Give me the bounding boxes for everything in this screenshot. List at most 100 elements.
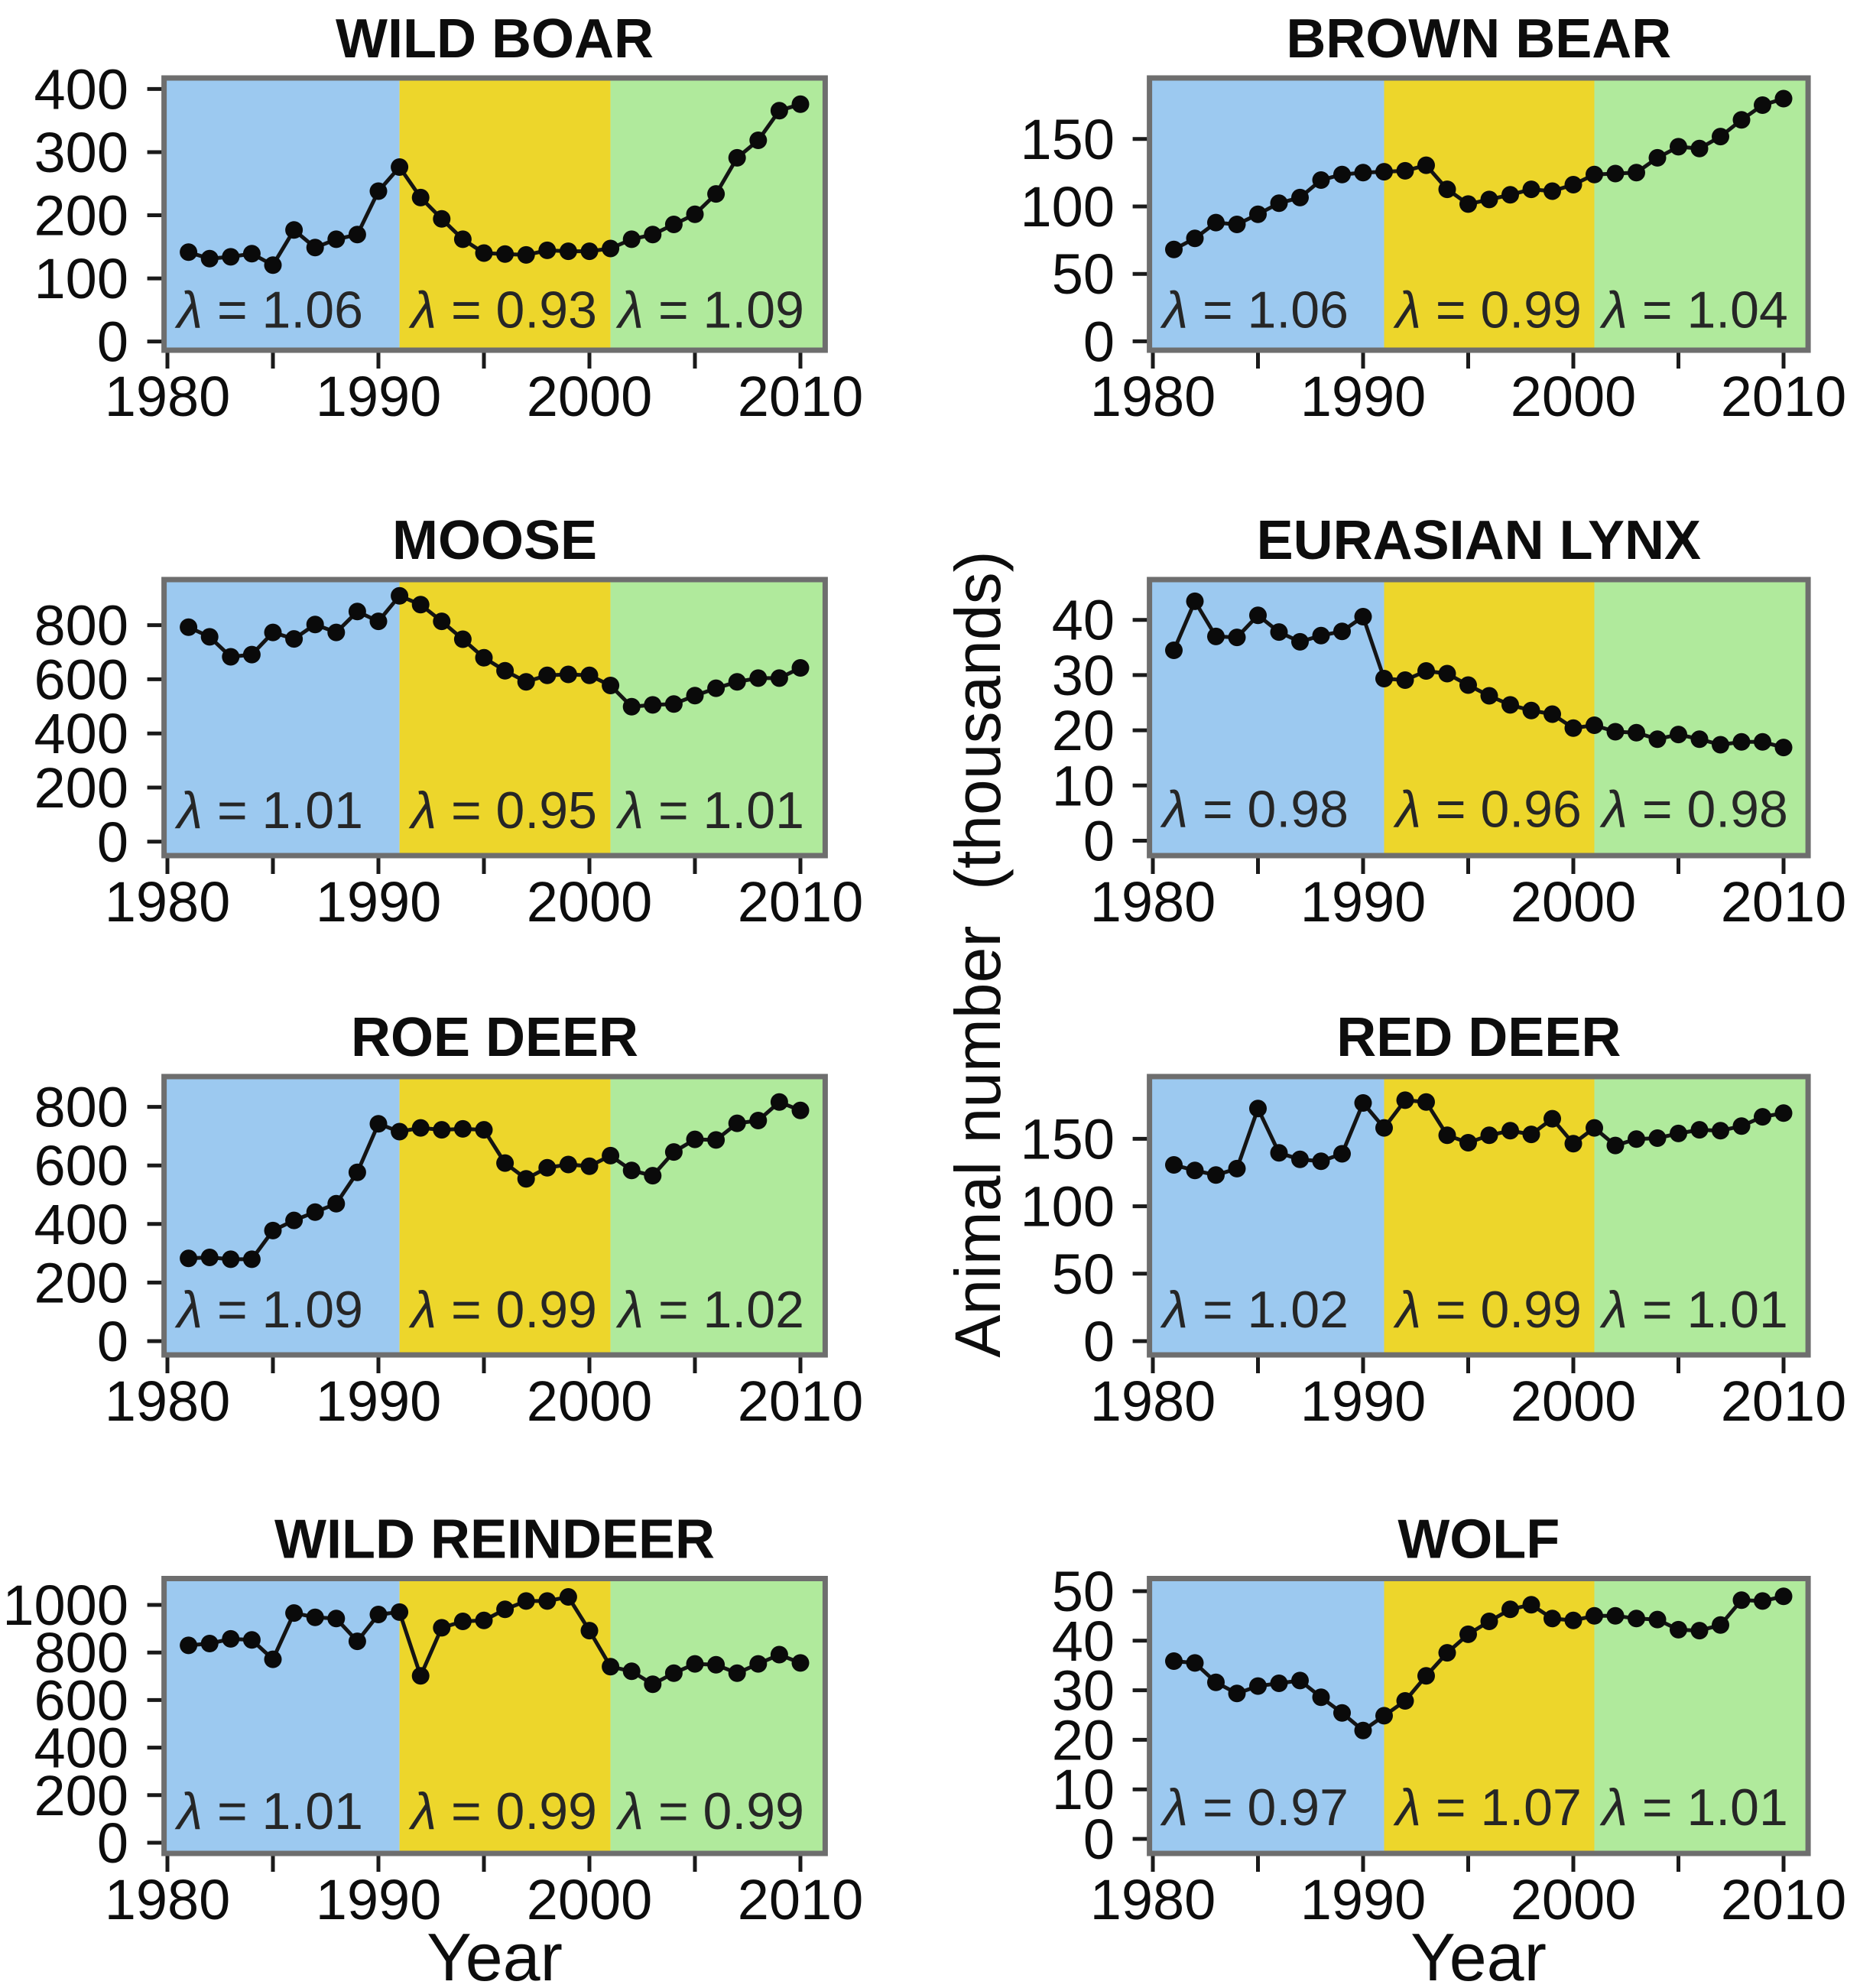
svg-text:1980: 1980	[1090, 365, 1216, 428]
svg-text:Animal number (thousands): Animal number (thousands)	[942, 551, 1014, 1357]
svg-text:1980: 1980	[105, 1868, 231, 1931]
svg-text:100: 100	[34, 247, 128, 310]
svg-text:Year: Year	[1410, 1919, 1547, 1988]
svg-text:λ = 0.98: λ = 0.98	[1160, 781, 1349, 839]
svg-text:1980: 1980	[1090, 870, 1216, 934]
svg-text:50: 50	[1052, 1560, 1115, 1623]
svg-text:1980: 1980	[105, 365, 231, 428]
svg-text:800: 800	[34, 1621, 128, 1684]
svg-text:ROE DEER: ROE DEER	[351, 1007, 638, 1068]
svg-text:λ = 0.99: λ = 0.99	[408, 1281, 597, 1339]
svg-text:2010: 2010	[738, 1369, 864, 1433]
svg-text:0: 0	[1083, 310, 1115, 373]
svg-text:0: 0	[97, 810, 128, 874]
svg-text:WOLF: WOLF	[1397, 1509, 1560, 1571]
svg-text:400: 400	[34, 702, 128, 765]
svg-text:λ = 0.93: λ = 0.93	[408, 281, 597, 339]
svg-text:0: 0	[1083, 1808, 1115, 1871]
svg-text:λ = 0.95: λ = 0.95	[408, 781, 597, 840]
svg-text:λ = 0.99: λ = 0.99	[408, 1782, 597, 1840]
svg-text:λ = 1.06: λ = 1.06	[174, 281, 363, 339]
svg-text:2000: 2000	[1511, 365, 1637, 428]
svg-text:λ = 1.01: λ = 1.01	[1599, 1778, 1788, 1837]
svg-text:400: 400	[34, 1717, 128, 1780]
svg-text:600: 600	[34, 1668, 128, 1732]
svg-text:200: 200	[34, 756, 128, 820]
svg-text:2000: 2000	[1511, 870, 1637, 934]
svg-text:0: 0	[97, 1811, 128, 1875]
svg-text:2010: 2010	[738, 365, 864, 428]
svg-text:λ = 1.04: λ = 1.04	[1599, 281, 1788, 339]
svg-text:1990: 1990	[1300, 1868, 1427, 1931]
svg-text:150: 150	[1021, 108, 1115, 171]
svg-text:20: 20	[1052, 1708, 1115, 1772]
svg-text:2010: 2010	[1721, 365, 1847, 428]
svg-text:λ = 1.02: λ = 1.02	[1160, 1281, 1349, 1339]
svg-text:1990: 1990	[1300, 1369, 1427, 1433]
svg-text:40: 40	[1052, 1610, 1115, 1673]
svg-text:30: 30	[1052, 644, 1115, 707]
svg-text:300: 300	[34, 121, 128, 184]
svg-text:0: 0	[97, 1310, 128, 1373]
svg-text:40: 40	[1052, 589, 1115, 652]
svg-text:λ = 1.01: λ = 1.01	[615, 781, 804, 840]
svg-text:1990: 1990	[1300, 365, 1427, 428]
svg-text:1990: 1990	[1300, 870, 1427, 934]
svg-text:RED DEER: RED DEER	[1336, 1007, 1621, 1068]
svg-text:1990: 1990	[316, 870, 442, 934]
svg-text:WILD REINDEER: WILD REINDEER	[274, 1509, 715, 1571]
svg-text:0: 0	[1083, 810, 1115, 873]
svg-text:400: 400	[34, 1193, 128, 1256]
svg-text:2000: 2000	[1511, 1369, 1637, 1433]
svg-text:50: 50	[1052, 1242, 1115, 1306]
svg-text:10: 10	[1052, 754, 1115, 817]
svg-text:150: 150	[1021, 1107, 1115, 1171]
svg-text:600: 600	[34, 648, 128, 711]
svg-text:1990: 1990	[316, 1369, 442, 1433]
svg-text:2010: 2010	[738, 870, 864, 934]
svg-text:λ = 1.01: λ = 1.01	[174, 781, 363, 840]
svg-text:200: 200	[34, 1251, 128, 1314]
svg-text:λ = 0.99: λ = 0.99	[1393, 1281, 1582, 1339]
svg-text:λ = 1.01: λ = 1.01	[174, 1782, 363, 1840]
svg-text:BROWN BEAR: BROWN BEAR	[1286, 8, 1671, 70]
svg-text:100: 100	[1021, 1175, 1115, 1239]
svg-text:WILD BOAR: WILD BOAR	[336, 8, 654, 70]
svg-text:2010: 2010	[1721, 1369, 1847, 1433]
svg-text:800: 800	[34, 1076, 128, 1139]
svg-text:λ = 0.99: λ = 0.99	[615, 1782, 804, 1840]
svg-text:2010: 2010	[1721, 870, 1847, 934]
svg-text:1990: 1990	[316, 1868, 442, 1931]
svg-text:2000: 2000	[527, 365, 653, 428]
svg-text:Year: Year	[427, 1919, 563, 1988]
svg-text:λ = 0.96: λ = 0.96	[1393, 781, 1582, 839]
svg-text:1980: 1980	[1090, 1369, 1216, 1433]
svg-text:50: 50	[1052, 242, 1115, 306]
svg-text:2010: 2010	[738, 1868, 864, 1931]
svg-text:400: 400	[34, 57, 128, 121]
svg-text:0: 0	[97, 310, 128, 374]
svg-text:200: 200	[34, 184, 128, 248]
svg-text:30: 30	[1052, 1659, 1115, 1723]
svg-text:λ = 1.09: λ = 1.09	[174, 1281, 363, 1339]
svg-text:200: 200	[34, 1764, 128, 1827]
svg-text:800: 800	[34, 594, 128, 658]
svg-text:λ = 0.99: λ = 0.99	[1393, 281, 1582, 339]
svg-text:2000: 2000	[527, 1369, 653, 1433]
svg-text:0: 0	[1083, 1310, 1115, 1373]
svg-text:2000: 2000	[1511, 1868, 1637, 1931]
svg-text:λ = 1.07: λ = 1.07	[1393, 1778, 1582, 1837]
svg-text:λ = 0.97: λ = 0.97	[1160, 1778, 1349, 1837]
svg-text:100: 100	[1021, 175, 1115, 239]
svg-text:λ = 0.98: λ = 0.98	[1599, 781, 1788, 839]
svg-text:1990: 1990	[316, 365, 442, 428]
svg-text:2010: 2010	[1721, 1868, 1847, 1931]
svg-text:2000: 2000	[527, 870, 653, 934]
svg-text:λ = 1.06: λ = 1.06	[1160, 281, 1349, 339]
svg-text:600: 600	[34, 1134, 128, 1197]
svg-text:MOOSE: MOOSE	[392, 510, 597, 571]
svg-text:1980: 1980	[1090, 1868, 1216, 1931]
svg-text:λ = 1.02: λ = 1.02	[615, 1281, 804, 1339]
svg-text:1980: 1980	[105, 1369, 231, 1433]
svg-text:EURASIAN LYNX: EURASIAN LYNX	[1257, 510, 1701, 571]
